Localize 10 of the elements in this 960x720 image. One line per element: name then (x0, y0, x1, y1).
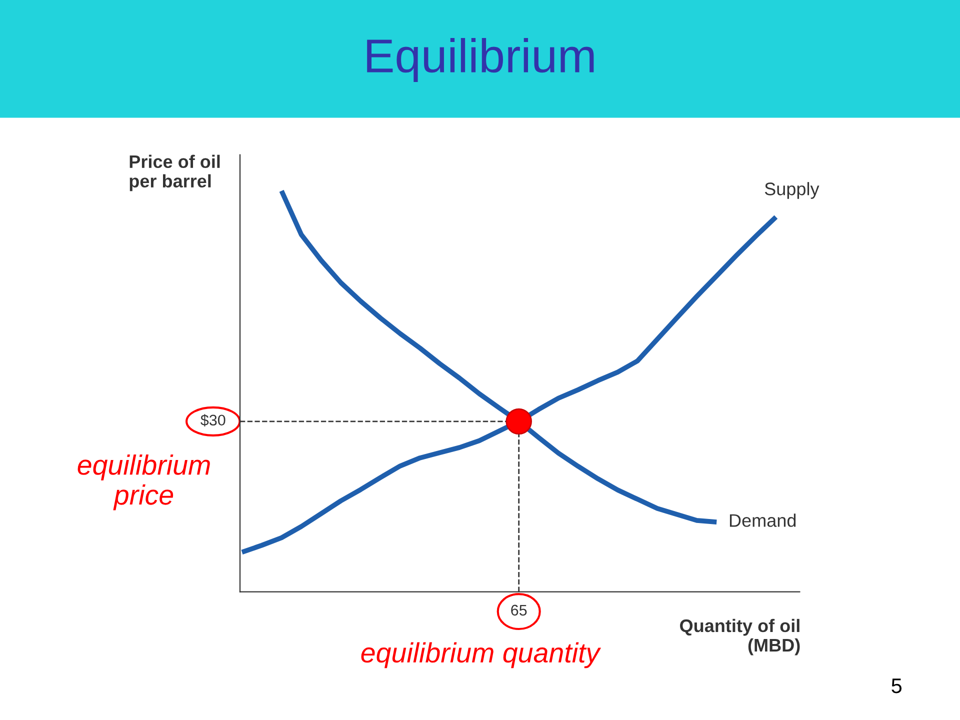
text: $30 (200, 414, 226, 426)
text: equilibrium quantity (361, 642, 602, 668)
text: 65 (511, 604, 527, 616)
y-axis-title: Price of oil per barrel (130, 154, 220, 192)
series-label: Demand (730, 514, 796, 527)
x-axis-title: Quantity of oil (MBD) (680, 618, 800, 656)
text: equilibrium price (78, 454, 210, 510)
series-label: Supply (764, 182, 820, 199)
chart-title: Equilibrium (367, 38, 594, 82)
text: 5 (892, 678, 902, 694)
